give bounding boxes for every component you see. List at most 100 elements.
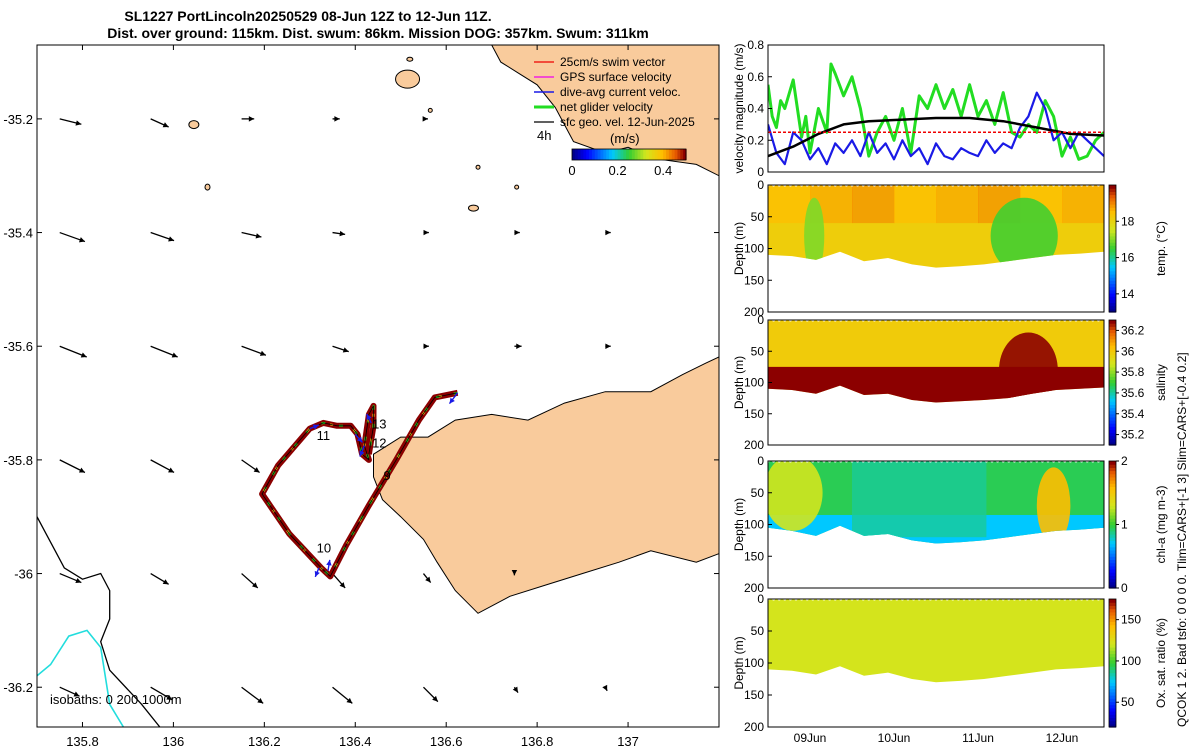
sal-cbar-cell-39 [1109,320,1116,324]
chl-cbar-cell-5 [1109,568,1116,573]
side-note: QCOK 1 2. Bad tsfo: 0 0 0 0. Tlim=CARS+[… [1175,352,1189,727]
geo-vector-28-head [166,694,173,700]
sal-cbar-cell-22 [1109,373,1116,377]
sal-cbar-cell-32 [1109,341,1116,346]
geo-vector-26-head [425,576,431,583]
geo-vector-11 [605,229,611,236]
map-xtick-label-5: 136.8 [521,734,554,749]
map-cbar-cell-8 [594,149,599,160]
island-islet-4 [204,183,211,191]
sal-cbar-cell-14 [1109,398,1116,402]
temp-cbar-cell-5 [1109,292,1116,297]
temp-upper-band-4 [936,185,979,224]
temp-cbar-cell-11 [1109,273,1116,278]
ox-cbar-cell-21 [1109,656,1116,661]
vel-series-0 [768,62,1104,161]
temp-cbar-cell-20 [1109,245,1116,250]
ox-cbar-tick-label-2: 150 [1121,613,1141,627]
sal-ytick-label-1: 50 [751,344,765,358]
temp-ytick-label-1: 50 [751,210,765,224]
map-cbar-cell-4 [583,149,587,160]
map-cbar-cell-20 [629,149,633,160]
legend-item-current: dive-avg current veloc. [534,85,681,99]
temperature-panel: 0 50 100 150 200 Depth (m) 14 16 18 temp. (°C) [732,178,1168,319]
chl-cbar-cell-22 [1109,514,1116,519]
temp-cbar-cell-30 [1109,213,1116,218]
island-islet-1 [406,56,414,62]
sal-cbar-cell-36 [1109,329,1116,334]
geostrophic-vector-layer [59,116,611,704]
chl-feature-0 [768,461,823,531]
map-cbar-cell-19 [626,149,630,160]
temp-cbar-cell-31 [1109,210,1116,215]
legend-item-gps: GPS surface velocity [534,70,671,84]
chl-cbar-tick-label-0: 0 [1121,581,1128,595]
geo-vector-9-head [423,229,429,236]
sal-cbar-cell-31 [1109,345,1116,349]
chl-cbar-cell-26 [1109,502,1116,507]
temp-cbar-cell-39 [1109,185,1116,189]
ox-cbar-cell-36 [1109,608,1116,613]
geo-vector-20-head [168,467,175,473]
isobath-200m [37,516,161,727]
geo-vector-29-head [257,698,264,704]
geo-vector-31-head [432,695,438,702]
geo-vector-13-head [171,352,178,358]
chl-cbar-cell-29 [1109,492,1116,497]
chl-cbar-cell-38 [1109,464,1116,468]
map-cbar-frame [571,148,687,161]
ox-cbar-cell-10 [1109,691,1116,696]
time-marker-label: 4h [537,128,551,143]
oxygen-panel: 0 50 100 150 200 Depth (m) 50 100 150 Ox. sat. ra… [732,592,1168,745]
legend-item-swim: 25cm/s swim vector [534,55,665,69]
geo-vector-22-head [75,577,82,584]
map-cbar-cell-15 [614,149,619,160]
map-cbar-cell-11 [603,149,607,160]
ox-ytick-label-0: 0 [757,592,764,606]
geo-vector-5 [59,231,86,243]
sal-ylabel: Depth (m) [732,356,746,409]
island-islet-5 [467,204,479,212]
chl-cbar-cell-1 [1109,581,1116,586]
geo-vector-11-head [605,229,611,236]
geo-vector-32-head [512,686,518,693]
time-tick-label-2: 11Jun [962,731,994,745]
chl-cbar-cell-16 [1109,534,1116,538]
chl-cbar-cell-19 [1109,524,1116,529]
colorbar-unit: (m/s) [610,131,640,146]
temp-cbar-cell-15 [1109,261,1116,265]
sal-cbar-cell-12 [1109,404,1116,409]
temp-cbar-cell-12 [1109,270,1116,275]
temp-cbar-cell-26 [1109,226,1116,231]
sal-ytick-label-3: 150 [744,407,764,421]
current-vector-3 [354,433,363,443]
current-vector-0-head [449,397,455,404]
map-cbar-cell-37 [677,149,681,160]
geo-vector-21-head [253,467,260,473]
speed-colorbar: 0 0.2 0.4 [568,148,687,178]
geo-vector-30-head [346,697,353,704]
temp-cbar-cell-25 [1109,229,1116,234]
ox-cbar-cell-16 [1109,672,1116,677]
sal-cbar-tick-label-5: 36.2 [1121,323,1145,337]
map-cbar-cell-39 [683,149,687,160]
day-label-9: 9 [383,468,390,483]
current-vector-3-head [356,436,363,443]
sal-ytick-label-2: 100 [744,376,764,390]
chl-cbar-cell-18 [1109,527,1116,532]
geo-vector-1-head [162,122,169,128]
chl-section [768,461,1104,544]
map-legend: 25cm/s swim vector GPS surface velocity … [534,55,695,178]
vel-ytick-label-3: 0.6 [747,70,764,84]
chl-cbar-cell-14 [1109,540,1116,545]
map-cbar-cell-6 [589,149,593,160]
ox-cbar-cell-29 [1109,631,1116,635]
temp-cbar-cell-38 [1109,188,1116,192]
geo-vector-12-head [80,352,87,358]
ox-cbar-cell-9 [1109,695,1116,699]
ox-cbar-cell-38 [1109,602,1116,606]
chl-cbar-cell-4 [1109,572,1116,576]
chl-cbar-cell-7 [1109,562,1116,567]
ox-cbar-cell-19 [1109,663,1116,667]
chl-cbar-cell-10 [1109,553,1116,557]
